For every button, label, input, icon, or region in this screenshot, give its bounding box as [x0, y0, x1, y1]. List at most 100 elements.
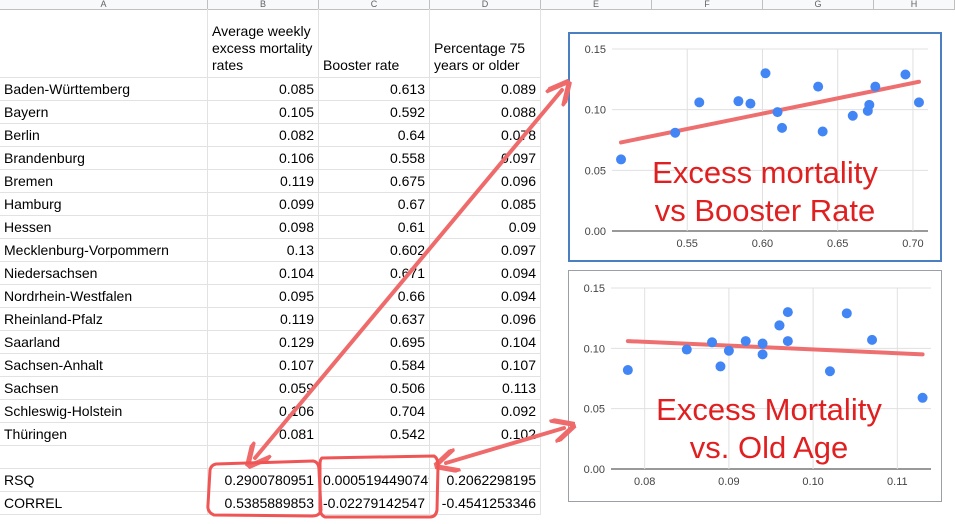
stats-cell-label[interactable]: CORREL: [0, 492, 208, 515]
chart-old-age[interactable]: 0.00 0.05 0.10 0.15 0.08 0.09 0.10 0.11 Excess …: [568, 270, 942, 502]
table-cell-state[interactable]: Hamburg: [0, 193, 208, 216]
data-point[interactable]: [740, 336, 751, 347]
table-cell-mort[interactable]: 0.082: [208, 124, 319, 147]
table-cell-old[interactable]: 0.085: [430, 193, 541, 216]
table-cell-old[interactable]: 0.094: [430, 262, 541, 285]
data-point[interactable]: [757, 349, 768, 360]
header-percentage-75[interactable]: Percentage 75 years or older: [430, 9, 541, 78]
table-cell-boost[interactable]: 0.542: [319, 423, 430, 446]
table-cell-boost[interactable]: 0.592: [319, 101, 430, 124]
table-cell-mort[interactable]: 0.106: [208, 400, 319, 423]
data-point[interactable]: [847, 110, 858, 121]
table-cell-mort[interactable]: 0.081: [208, 423, 319, 446]
table-cell-mort[interactable]: 0.095: [208, 285, 319, 308]
table-cell-old[interactable]: 0.078: [430, 124, 541, 147]
data-point[interactable]: [745, 98, 756, 109]
table-cell-boost[interactable]: 0.64: [319, 124, 430, 147]
data-point[interactable]: [841, 308, 852, 319]
table-cell-state[interactable]: Saarland: [0, 331, 208, 354]
empty-cell[interactable]: [0, 446, 208, 469]
data-point[interactable]: [733, 96, 744, 107]
table-cell-state[interactable]: Mecklenburg-Vorpommern: [0, 239, 208, 262]
table-cell-old[interactable]: 0.094: [430, 285, 541, 308]
table-cell-boost[interactable]: 0.602: [319, 239, 430, 262]
table-cell-state[interactable]: Niedersachsen: [0, 262, 208, 285]
data-point[interactable]: [900, 69, 911, 80]
table-cell-boost[interactable]: 0.558: [319, 147, 430, 170]
empty-cell[interactable]: [208, 446, 319, 469]
data-point[interactable]: [772, 107, 783, 118]
data-point[interactable]: [824, 366, 835, 377]
column-header-b[interactable]: B: [208, 0, 319, 10]
stats-cell-d[interactable]: -0.4541253346: [430, 492, 541, 515]
table-cell-boost[interactable]: 0.67: [319, 193, 430, 216]
table-cell-mort[interactable]: 0.129: [208, 331, 319, 354]
header-cell-a[interactable]: [0, 9, 208, 78]
stats-cell-c[interactable]: 0.0005194490749: [319, 469, 430, 492]
empty-cell[interactable]: [319, 446, 430, 469]
table-cell-old[interactable]: 0.089: [430, 78, 541, 101]
chart-booster-rate[interactable]: 0.00 0.05 0.10 0.15 0.55 0.60 0.65 0.70 Excess …: [568, 32, 942, 262]
table-cell-state[interactable]: Sachsen-Anhalt: [0, 354, 208, 377]
stats-cell-b[interactable]: 0.5385889853: [208, 492, 319, 515]
table-cell-old[interactable]: 0.096: [430, 308, 541, 331]
data-point[interactable]: [774, 320, 785, 331]
column-header-e[interactable]: E: [541, 0, 652, 10]
data-point[interactable]: [917, 392, 928, 403]
table-cell-state[interactable]: Nordrhein-Westfalen: [0, 285, 208, 308]
data-point[interactable]: [867, 334, 878, 345]
table-cell-old[interactable]: 0.113: [430, 377, 541, 400]
table-cell-mort[interactable]: 0.107: [208, 354, 319, 377]
table-cell-mort[interactable]: 0.105: [208, 101, 319, 124]
table-cell-boost[interactable]: 0.704: [319, 400, 430, 423]
data-point[interactable]: [670, 127, 681, 138]
table-cell-state[interactable]: Rheinland-Pfalz: [0, 308, 208, 331]
column-header-c[interactable]: C: [319, 0, 430, 10]
table-cell-state[interactable]: Bremen: [0, 170, 208, 193]
table-cell-old[interactable]: 0.097: [430, 147, 541, 170]
table-cell-boost[interactable]: 0.671: [319, 262, 430, 285]
data-point[interactable]: [723, 345, 734, 356]
column-header-g[interactable]: G: [763, 0, 874, 10]
data-point[interactable]: [870, 81, 881, 92]
column-header-h[interactable]: H: [874, 0, 955, 10]
table-cell-boost[interactable]: 0.695: [319, 331, 430, 354]
stats-cell-c[interactable]: -0.02279142547: [319, 492, 430, 515]
table-cell-boost[interactable]: 0.637: [319, 308, 430, 331]
data-point[interactable]: [782, 307, 793, 318]
data-point[interactable]: [760, 68, 771, 79]
data-point[interactable]: [757, 338, 768, 349]
table-cell-mort[interactable]: 0.099: [208, 193, 319, 216]
table-cell-boost[interactable]: 0.613: [319, 78, 430, 101]
table-cell-old[interactable]: 0.09: [430, 216, 541, 239]
empty-cell[interactable]: [430, 446, 541, 469]
table-cell-boost[interactable]: 0.61: [319, 216, 430, 239]
table-cell-boost[interactable]: 0.506: [319, 377, 430, 400]
table-cell-old[interactable]: 0.097: [430, 239, 541, 262]
table-cell-boost[interactable]: 0.584: [319, 354, 430, 377]
data-point[interactable]: [864, 99, 875, 110]
data-point[interactable]: [715, 361, 726, 372]
table-cell-mort[interactable]: 0.059: [208, 377, 319, 400]
table-cell-mort[interactable]: 0.106: [208, 147, 319, 170]
table-cell-mort[interactable]: 0.085: [208, 78, 319, 101]
data-point[interactable]: [777, 122, 788, 133]
table-cell-state[interactable]: Baden-Württemberg: [0, 78, 208, 101]
stats-cell-label[interactable]: RSQ: [0, 469, 208, 492]
table-cell-state[interactable]: Berlin: [0, 124, 208, 147]
table-cell-old[interactable]: 0.104: [430, 331, 541, 354]
data-point[interactable]: [681, 344, 692, 355]
table-cell-old[interactable]: 0.088: [430, 101, 541, 124]
table-cell-state[interactable]: Schleswig-Holstein: [0, 400, 208, 423]
table-cell-mort[interactable]: 0.104: [208, 262, 319, 285]
table-cell-state[interactable]: Thüringen: [0, 423, 208, 446]
data-point[interactable]: [817, 126, 828, 137]
header-excess-mortality[interactable]: Average weekly excess mortality rates: [208, 9, 319, 78]
stats-cell-b[interactable]: 0.2900780951: [208, 469, 319, 492]
data-point[interactable]: [707, 337, 718, 348]
table-cell-mort[interactable]: 0.119: [208, 308, 319, 331]
table-cell-old[interactable]: 0.096: [430, 170, 541, 193]
table-cell-old[interactable]: 0.092: [430, 400, 541, 423]
table-cell-old[interactable]: 0.102: [430, 423, 541, 446]
table-cell-state[interactable]: Bayern: [0, 101, 208, 124]
